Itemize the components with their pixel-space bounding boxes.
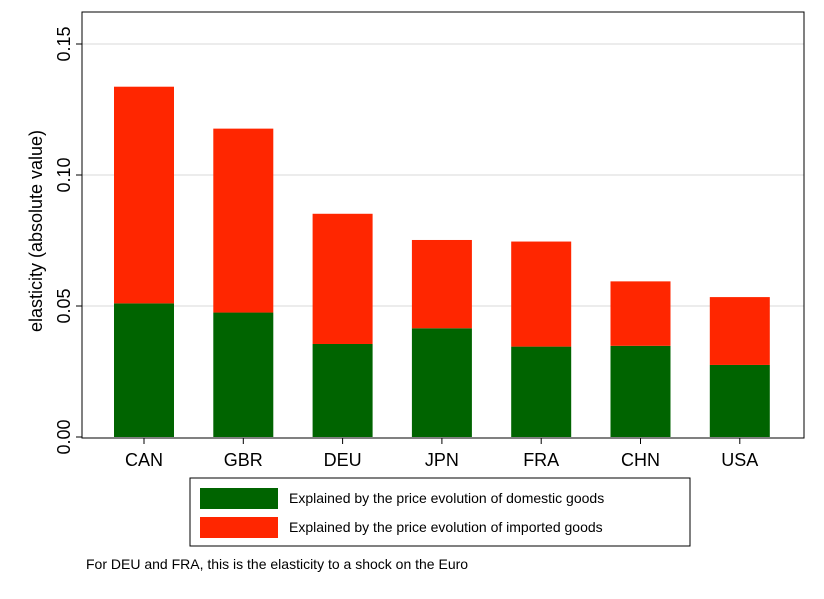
x-tick-label: JPN xyxy=(425,450,459,470)
x-tick-label: GBR xyxy=(224,450,263,470)
plot-frame xyxy=(81,11,805,439)
legend-label-imported: Explained by the price evolution of impo… xyxy=(289,519,603,535)
bar-chn-domestic xyxy=(610,345,671,437)
bar-usa-domestic xyxy=(709,364,770,437)
y-tick-label: 0.00 xyxy=(54,419,74,454)
footnote: For DEU and FRA, this is the elasticity … xyxy=(86,556,469,572)
bar-can-imported xyxy=(114,86,174,304)
bar-fra-imported xyxy=(511,241,572,347)
bar-jpn-imported xyxy=(411,239,472,329)
bar-can-domestic xyxy=(114,303,174,437)
bar-fra-domestic xyxy=(511,346,572,437)
x-tick-label: CAN xyxy=(125,450,163,470)
bar-deu-domestic xyxy=(312,343,373,437)
legend-swatch-domestic xyxy=(200,488,278,509)
bar-gbr-domestic xyxy=(213,312,274,437)
y-tick-label: 0.10 xyxy=(54,157,74,192)
bar-gbr-imported xyxy=(213,128,274,313)
y-axis: 0.00 0.05 0.10 0.15 xyxy=(54,26,82,455)
x-tick-label: USA xyxy=(721,450,758,470)
x-tick-label: CHN xyxy=(621,450,660,470)
bar-deu-imported xyxy=(312,213,373,344)
bar-usa-imported xyxy=(709,297,770,365)
legend-label-domestic: Explained by the price evolution of dome… xyxy=(289,490,604,506)
legend: Explained by the price evolution of dome… xyxy=(189,477,691,547)
y-tick-label: 0.05 xyxy=(54,288,74,323)
legend-swatch-imported xyxy=(200,517,278,538)
x-tick-label: FRA xyxy=(523,450,559,470)
y-axis-title: elasticity (absolute value) xyxy=(26,130,46,332)
x-tick-label: DEU xyxy=(324,450,362,470)
x-axis: CAN GBR DEU JPN FRA CHN USA xyxy=(125,438,758,470)
bar-jpn-domestic xyxy=(411,328,472,437)
y-tick-label: 0.15 xyxy=(54,26,74,61)
bar-chn-imported xyxy=(610,281,671,346)
bars xyxy=(114,86,770,437)
